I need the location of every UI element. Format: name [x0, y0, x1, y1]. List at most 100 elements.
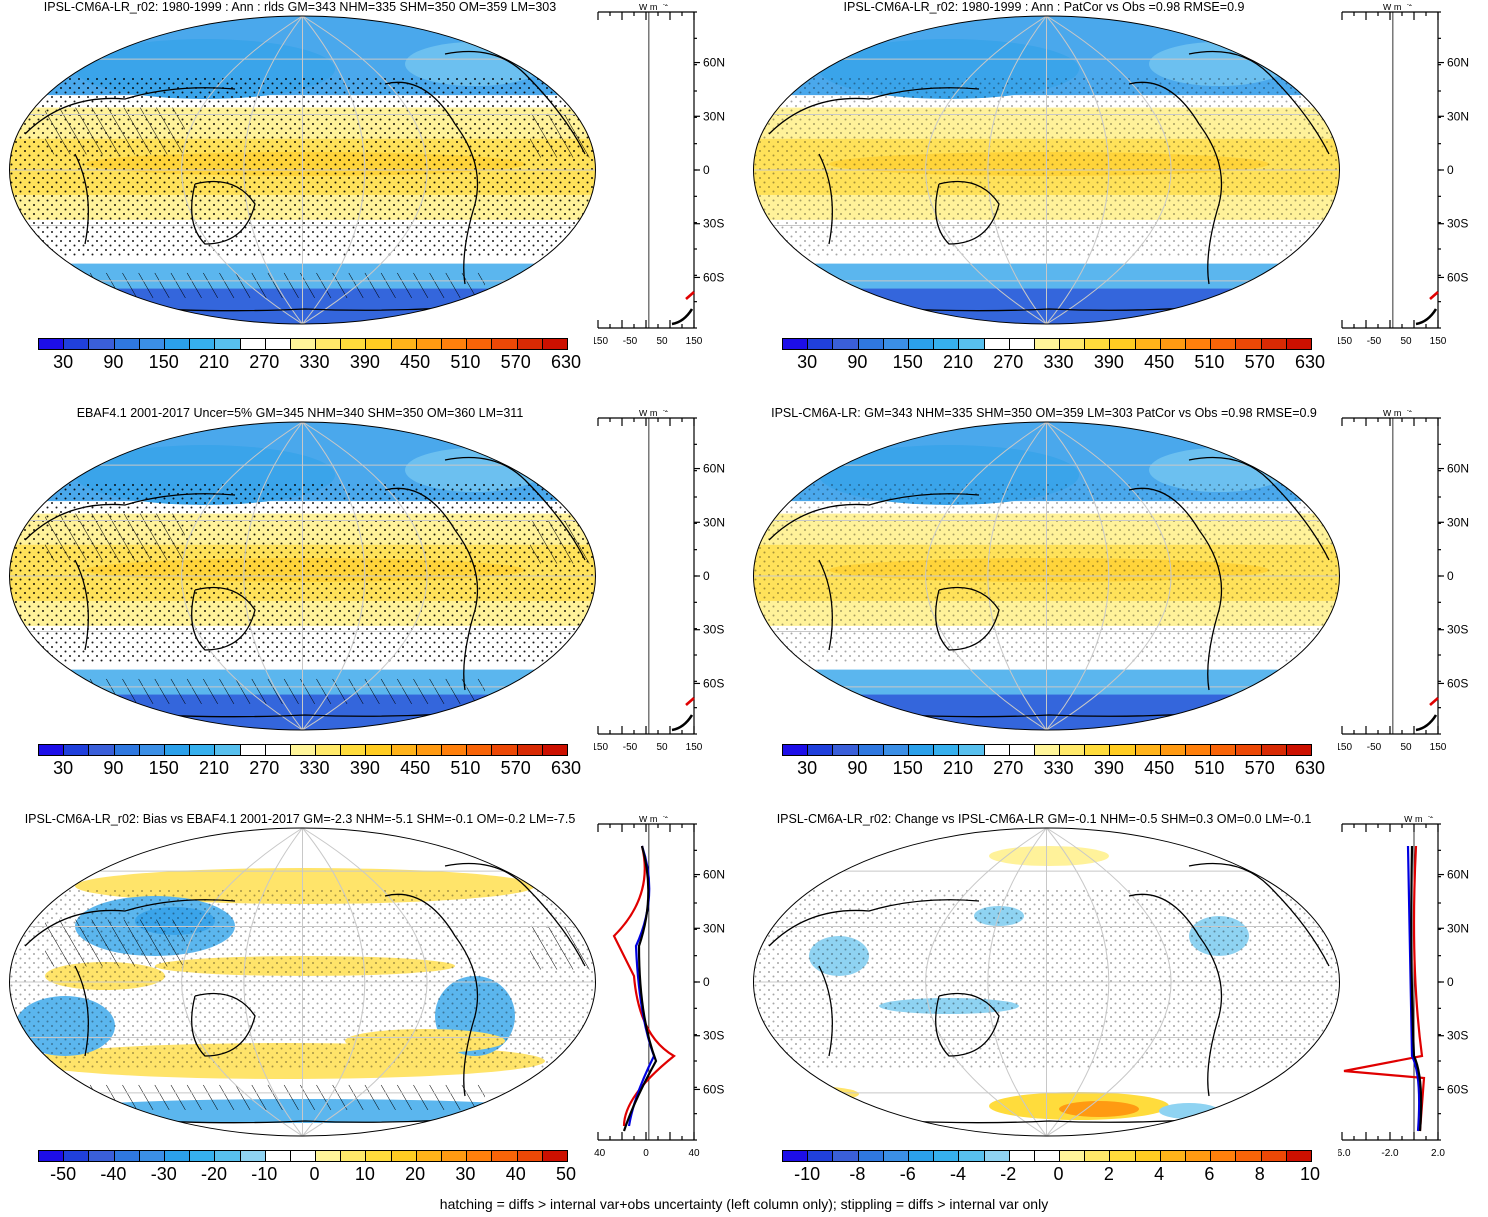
colorbar-label: -4	[949, 1164, 967, 1184]
colorbar-swatch	[265, 1151, 291, 1161]
colorbar-swatch	[1261, 745, 1287, 755]
profile-lat-label: 60N	[1447, 56, 1469, 70]
profile-line	[685, 291, 695, 300]
profile-line	[622, 845, 658, 1132]
colorbar-label: 450	[1144, 352, 1175, 372]
profile-unit-exponent: -2	[663, 4, 669, 8]
colorbar-swatch	[240, 339, 266, 349]
colorbar-swatch	[1211, 339, 1237, 349]
profile-unit-exponent: -2	[663, 410, 669, 414]
colorbar-label: 450	[400, 352, 431, 372]
zonal-mean-profile: 60N 30N 0 30S 60S W m -2 -6.0 -2.0 2.0	[1338, 816, 1469, 1159]
profile-lat-label: 60S	[1447, 676, 1468, 690]
colorbar-swatch	[265, 745, 291, 755]
colorbar-swatch	[114, 745, 140, 755]
colorbar-swatch	[240, 1151, 266, 1161]
colorbar-swatch	[934, 1151, 960, 1161]
colorbar-label: 30	[797, 352, 818, 372]
colorbar-labels: 30 90 150 210 270 330 390 450 510 570 630	[38, 352, 581, 374]
profile-lat-label: 30N	[703, 109, 725, 123]
colorbar-swatch	[164, 1151, 191, 1161]
colorbar	[782, 744, 1312, 756]
panel-p5: IPSL-CM6A-LR_r02: Bias vs EBAF4.1 2001-2…	[0, 812, 744, 1217]
profile-lat-label: 60N	[1447, 868, 1469, 882]
profile-line	[1410, 845, 1423, 1132]
colorbar-swatch	[492, 339, 518, 349]
colorbar-swatch	[1160, 1151, 1186, 1161]
world-map	[753, 15, 1340, 325]
zonal-mean-profile: 60N 30N 0 30S 60S W m -2 -150 -50 50 150	[1338, 4, 1469, 347]
colorbar-swatch	[467, 1151, 493, 1161]
colorbar-labels: 30 90 150 210 270 330 390 450 510 570 630	[38, 758, 581, 780]
map-field	[9, 828, 596, 1136]
colorbar-swatch	[542, 339, 567, 349]
colorbar-label: 4	[1154, 1164, 1165, 1184]
colorbar-swatch	[190, 1151, 216, 1161]
colorbar-swatch	[164, 339, 191, 349]
colorbar-swatch	[316, 339, 342, 349]
profile-lat-label: 60N	[703, 462, 725, 476]
colorbar-swatch	[908, 339, 935, 349]
profile-lat-label: 30S	[703, 623, 724, 637]
colorbar-label: 90	[847, 352, 868, 372]
colorbar	[782, 1150, 1312, 1162]
colorbar-label: 50	[555, 1164, 577, 1184]
colorbar-label: -8	[849, 1164, 866, 1184]
colorbar-label: 210	[942, 758, 974, 778]
colorbar-swatch	[959, 745, 985, 755]
profile-lat-label: 30S	[703, 217, 724, 231]
figure-footnote: hatching = diffs > internal var+obs unce…	[439, 1196, 1049, 1212]
colorbar-swatch	[139, 339, 165, 349]
zonal-mean-profile: 60N 30N 0 30S 60S W m -2 -150 -50 50 150	[1338, 410, 1469, 753]
colorbar-swatch	[240, 745, 266, 755]
zonal-mean-profile: 60N 30N 0 30S 60S W m -2 -150 -50 50 150	[594, 410, 725, 753]
colorbar-label: 570	[1244, 758, 1275, 778]
colorbar-swatch	[959, 1151, 985, 1161]
colorbar-swatch	[1186, 1151, 1212, 1161]
profile-unit-label: W m	[1383, 4, 1402, 12]
colorbar-swatch	[467, 745, 493, 755]
panel-title: IPSL-CM6A-LR_r02: Change vs IPSL-CM6A-LR…	[776, 812, 1312, 826]
colorbar-swatch	[1236, 745, 1262, 755]
profile-lat-label: 60S	[703, 676, 724, 690]
colorbar-label: 390	[1093, 758, 1124, 778]
profile-lat-label: 0	[703, 569, 710, 583]
colorbar-swatch	[114, 339, 140, 349]
profile-lat-label: 0	[1447, 569, 1454, 583]
colorbar-label: 210	[198, 352, 230, 372]
profile-x-tick-label: -150	[1338, 742, 1352, 753]
colorbar-swatch	[908, 745, 935, 755]
profile-unit-label: W m	[639, 816, 658, 824]
colorbar-label: 510	[1194, 758, 1225, 778]
colorbar-label: 270	[249, 352, 280, 372]
colorbar-label: 570	[1244, 352, 1275, 372]
colorbar-swatch	[1085, 1151, 1111, 1161]
colorbar-labels: -10 -8 -6 -4 -2 0 2 4 6 8 10	[782, 1164, 1320, 1186]
colorbar-swatch	[1286, 745, 1311, 755]
colorbar-swatch	[366, 339, 392, 349]
colorbar-swatch	[215, 745, 241, 755]
colorbar-swatch	[416, 745, 442, 755]
colorbar-swatch	[492, 1151, 518, 1161]
colorbar-swatch	[517, 745, 543, 755]
colorbar-swatch	[442, 745, 468, 755]
panel-title: EBAF4.1 2001-2017 Uncer=5% GM=345 NHM=34…	[76, 406, 524, 420]
colorbar-label: 450	[1144, 758, 1175, 778]
profile-x-tick-label: -150	[1338, 336, 1352, 347]
colorbar-label: -30	[150, 1164, 177, 1184]
profile-unit-exponent: -2	[1428, 816, 1434, 820]
profile-unit-label: W m	[639, 410, 658, 418]
colorbar-label: 510	[450, 352, 481, 372]
zonal-mean-profile: 60N 30N 0 30S 60S W m -2 -40 0 40	[594, 816, 725, 1159]
colorbar-swatch	[1060, 339, 1086, 349]
profile-line	[1429, 697, 1439, 706]
profile-x-tick-label: -50	[1367, 336, 1382, 347]
colorbar-label: -10	[251, 1164, 278, 1184]
profile-x-tick-label: 50	[1400, 742, 1412, 753]
colorbar-swatch	[1160, 339, 1186, 349]
colorbar-label: -10	[794, 1164, 821, 1184]
colorbar-swatch	[908, 1151, 935, 1161]
colorbar-label: 330	[1043, 352, 1074, 372]
panel-p4: IPSL-CM6A-LR: GM=343 NHM=335 SHM=350 OM=…	[744, 406, 1488, 811]
colorbar-swatch	[1034, 1151, 1061, 1161]
